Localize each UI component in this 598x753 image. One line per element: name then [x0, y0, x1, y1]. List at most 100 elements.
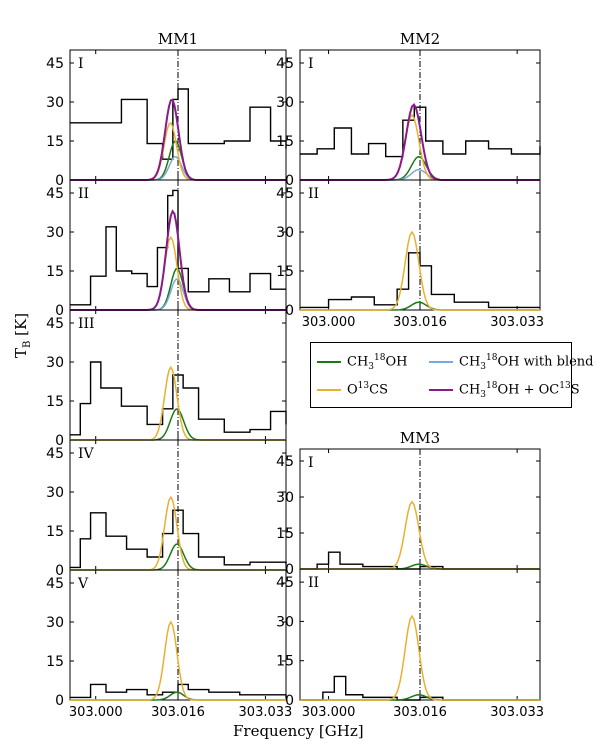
- legend-sup: 18: [486, 381, 498, 391]
- y-axis-label-main: T: [12, 347, 30, 358]
- y-tick-label: 15: [276, 264, 294, 280]
- legend-swatch-sum: [429, 388, 453, 391]
- series-observed: [70, 509, 287, 569]
- legend-text: CH: [347, 354, 369, 370]
- x-axis-label: Frequency [GHz]: [233, 722, 364, 740]
- panel: 0 15 30 45 303.000 303.016 303.033 V: [46, 569, 293, 720]
- y-tick-label: 30: [46, 615, 64, 631]
- y-tick-label: 15: [46, 394, 64, 410]
- y-tick-label: 0: [285, 173, 294, 189]
- y-tick-label: 30: [46, 225, 64, 241]
- y-tick-label: 0: [285, 562, 294, 578]
- panel: 0 15 30 45 303.000 303.016 303.033 II: [276, 568, 544, 720]
- legend-text: S: [570, 382, 580, 398]
- legend-item-o13cs: O13CS: [317, 381, 388, 397]
- y-axis-label-sub: B: [22, 340, 33, 348]
- x-tick-label: 303.016: [393, 705, 447, 720]
- y-tick-label: 45: [46, 56, 64, 72]
- y-tick-label: 30: [276, 490, 294, 506]
- series-observed: [300, 252, 540, 309]
- series-o13cs: [300, 230, 540, 311]
- panel-label: II: [308, 575, 319, 591]
- x-tick-label: 303.033: [490, 705, 544, 720]
- y-tick-label: 0: [285, 693, 294, 709]
- y-tick-label: 0: [55, 433, 64, 449]
- legend-text: OH with blend: [497, 354, 594, 370]
- y-tick-label: 0: [55, 303, 64, 319]
- panel-label: II: [78, 186, 89, 202]
- y-tick-label: 30: [46, 355, 64, 371]
- column-title-mm3: MM3: [399, 429, 441, 447]
- y-tick-label: 15: [46, 134, 64, 150]
- y-tick-label: 45: [46, 316, 64, 332]
- y-tick-label: 15: [46, 654, 64, 670]
- legend-sub: 3: [480, 361, 487, 372]
- y-tick-label: 30: [276, 225, 294, 241]
- x-tick-label: 303.000: [302, 315, 356, 330]
- y-tick-label: 30: [46, 485, 64, 501]
- series-o13cs: [70, 620, 286, 701]
- panel: 0 15 30 45 I: [276, 49, 541, 189]
- legend: CH318OH CH318OH with blend O13CS CH318OH…: [310, 342, 594, 408]
- panel: 0 15 30 45 III: [46, 309, 287, 449]
- series-observed: [70, 361, 287, 436]
- panel-label: V: [77, 576, 89, 592]
- series-o13cs: [300, 500, 540, 570]
- panel: 0 15 30 45 I: [46, 49, 287, 189]
- legend-sup: 13: [357, 381, 370, 391]
- x-tick-label: 303.016: [151, 705, 205, 720]
- panel-label: I: [78, 56, 84, 72]
- legend-sup: 18: [486, 353, 498, 363]
- y-tick-label: 30: [276, 95, 294, 111]
- y-tick-label: 0: [55, 693, 64, 709]
- panel: 0 15 30 45 I: [276, 448, 541, 578]
- legend-swatch-ch3-18oh: [317, 360, 341, 363]
- panel-label: I: [308, 56, 314, 72]
- legend-sup: 18: [374, 353, 386, 363]
- panel-label: IV: [78, 446, 95, 462]
- panel-label: I: [308, 455, 314, 471]
- series-o13cs: [300, 614, 540, 701]
- panel: 0 15 30 45 IV: [46, 439, 287, 579]
- series-observed: [300, 675, 540, 701]
- y-tick-label: 15: [46, 264, 64, 280]
- legend-item-ch3-18oh-blend: CH318OH with blend: [429, 353, 594, 372]
- legend-text: CS: [369, 382, 388, 398]
- y-tick-label: 30: [46, 95, 64, 111]
- legend-text: O: [347, 382, 358, 398]
- panel-label: III: [78, 316, 95, 332]
- x-tick-label: 303.000: [69, 705, 123, 720]
- series-observed: [70, 683, 287, 699]
- x-tick-label: 303.033: [490, 315, 544, 330]
- legend-text: OH: [385, 354, 408, 370]
- y-tick-label: 15: [46, 524, 64, 540]
- y-axis-label-unit: [K]: [12, 312, 30, 341]
- legend-swatch-ch3-18oh-blend: [429, 360, 453, 363]
- panel-label: II: [308, 186, 319, 202]
- y-tick-label: 45: [46, 186, 64, 202]
- legend-item-sum: CH318OH + OC13S: [429, 381, 580, 400]
- series-observed: [70, 189, 286, 306]
- y-tick-label: 15: [276, 134, 294, 150]
- y-tick-label: 45: [276, 575, 294, 591]
- y-tick-label: 45: [46, 446, 64, 462]
- legend-sub: 3: [368, 361, 375, 372]
- y-tick-label: 45: [276, 186, 294, 202]
- legend-sub: 3: [480, 389, 487, 400]
- legend-swatch-o13cs: [317, 388, 341, 391]
- legend-sup: 13: [559, 381, 571, 391]
- series-observed: [300, 551, 540, 570]
- y-tick-label: 0: [55, 173, 64, 189]
- y-tick-label: 30: [276, 614, 294, 630]
- column-title-mm1: MM1: [157, 30, 199, 48]
- y-tick-label: 15: [276, 654, 294, 670]
- y-tick-label: 45: [276, 454, 294, 470]
- y-tick-label: 0: [285, 303, 294, 319]
- y-tick-label: 15: [276, 526, 294, 542]
- legend-item-ch3-18oh: CH318OH: [317, 353, 407, 372]
- x-tick-label: 303.033: [239, 705, 293, 720]
- legend-text: CH: [459, 382, 481, 398]
- legend-text: CH: [459, 354, 481, 370]
- y-tick-label: 0: [55, 563, 64, 579]
- panel: 0 15 30 45 II: [46, 179, 287, 319]
